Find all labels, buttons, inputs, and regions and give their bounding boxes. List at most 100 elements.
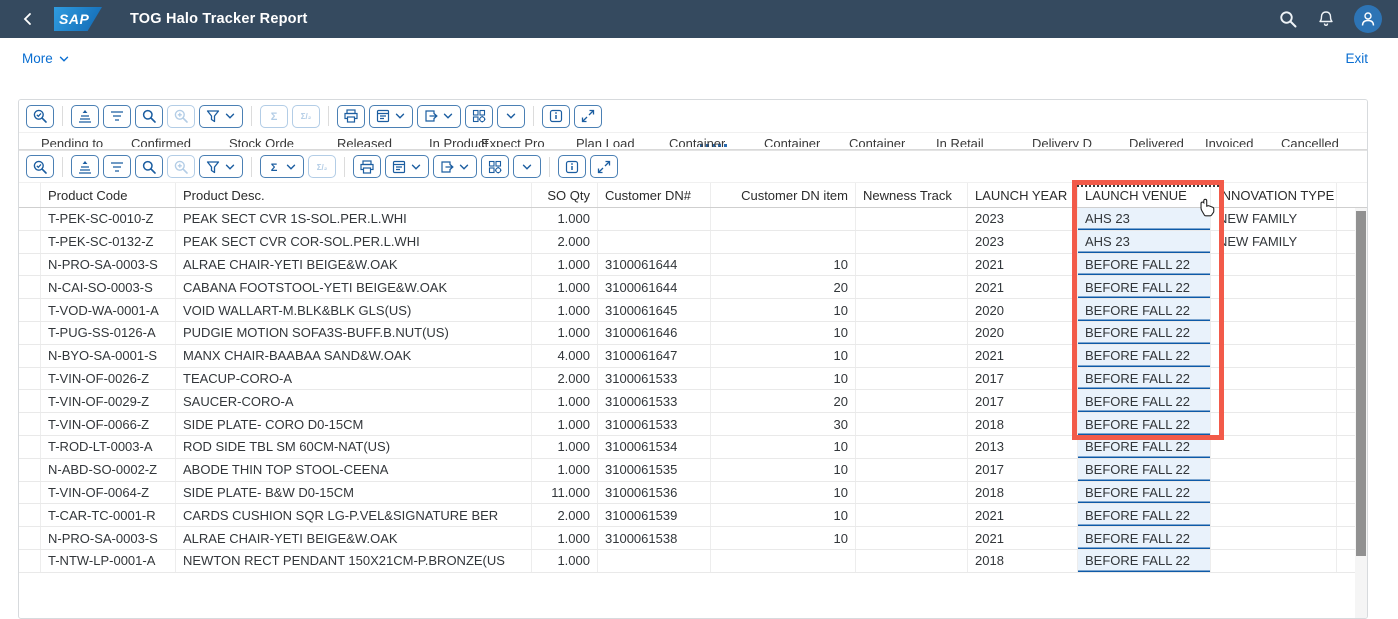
cell-launch-venue[interactable]: AHS 23 (1078, 231, 1211, 253)
sort-ascending-button[interactable] (71, 155, 99, 178)
cell-product-code[interactable]: N-ABD-SO-0002-Z (41, 459, 176, 481)
cell-customer-dn-item[interactable]: 10 (711, 527, 856, 549)
cell-newness-track[interactable] (856, 322, 968, 344)
cell-newness-track[interactable] (856, 413, 968, 435)
cell-product-code[interactable]: T-VIN-OF-0026-Z (41, 368, 176, 390)
print-button[interactable] (353, 155, 381, 178)
cell-customer-dn-item[interactable]: 30 (711, 413, 856, 435)
cell-customer-dn[interactable]: 3100061533 (598, 413, 711, 435)
cell-product-desc[interactable]: CARDS CUSHION SQR LG-P.VEL&SIGNATURE BER (176, 504, 532, 526)
cell-so-qty[interactable]: 2.000 (532, 231, 598, 253)
cell-product-desc[interactable]: VOID WALLART-M.BLK&BLK GLS(US) (176, 299, 532, 321)
table-row[interactable]: N-ABD-SO-0002-Z ABODE THIN TOP STOOL-CEE… (19, 459, 1367, 482)
filter-button[interactable] (199, 105, 243, 128)
sum-button[interactable]: Σ (260, 155, 304, 178)
row-selector[interactable] (19, 482, 41, 504)
cell-newness-track[interactable] (856, 299, 968, 321)
cell-launch-year[interactable]: 2017 (968, 390, 1078, 412)
filter-button[interactable] (199, 155, 243, 178)
cell-customer-dn[interactable]: 3100061644 (598, 276, 711, 298)
cell-innovation-type[interactable] (1211, 527, 1337, 549)
cell-product-code[interactable]: T-ROD-LT-0003-A (41, 436, 176, 458)
cell-innovation-type[interactable] (1211, 276, 1337, 298)
table-personalization-menu-button[interactable] (513, 155, 541, 178)
column-header-launch-year[interactable]: LAUNCH YEAR (968, 183, 1078, 207)
cell-newness-track[interactable] (856, 368, 968, 390)
cell-customer-dn-item[interactable]: 10 (711, 459, 856, 481)
cell-product-desc[interactable]: TEACUP-CORO-A (176, 368, 532, 390)
cell-newness-track[interactable] (856, 254, 968, 276)
row-selector[interactable] (19, 208, 41, 230)
cell-customer-dn-item[interactable]: 20 (711, 276, 856, 298)
cell-newness-track[interactable] (856, 527, 968, 549)
row-selector[interactable] (19, 231, 41, 253)
zoom-check-button[interactable] (26, 105, 54, 128)
expand-button[interactable] (574, 105, 602, 128)
table-row[interactable]: T-PUG-SS-0126-A PUDGIE MOTION SOFA3S-BUF… (19, 322, 1367, 345)
zoom-check-button[interactable] (26, 155, 54, 178)
table-personalization-button[interactable] (481, 155, 509, 178)
cell-newness-track[interactable] (856, 436, 968, 458)
cell-innovation-type[interactable] (1211, 368, 1337, 390)
cell-launch-venue[interactable]: BEFORE FALL 22 (1078, 254, 1211, 276)
search-button[interactable] (135, 105, 163, 128)
cell-innovation-type[interactable] (1211, 345, 1337, 367)
export-button[interactable] (417, 105, 461, 128)
cell-innovation-type[interactable] (1211, 482, 1337, 504)
cell-product-desc[interactable]: MANX CHAIR-BAABAA SAND&W.OAK (176, 345, 532, 367)
exit-button[interactable]: Exit (1345, 51, 1368, 66)
cell-product-code[interactable]: T-CAR-TC-0001-R (41, 504, 176, 526)
cell-product-code[interactable]: T-NTW-LP-0001-A (41, 550, 176, 572)
row-selector[interactable] (19, 299, 41, 321)
cell-launch-venue[interactable]: BEFORE FALL 22 (1078, 527, 1211, 549)
cell-customer-dn[interactable]: 3100061647 (598, 345, 711, 367)
row-selector[interactable] (19, 459, 41, 481)
column-header-product-code[interactable]: Product Code (41, 183, 176, 207)
cell-product-desc[interactable]: ALRAE CHAIR-YETI BEIGE&W.OAK (176, 254, 532, 276)
cell-innovation-type[interactable] (1211, 436, 1337, 458)
export-button[interactable] (433, 155, 477, 178)
cell-so-qty[interactable]: 2.000 (532, 504, 598, 526)
row-selector[interactable] (19, 390, 41, 412)
cell-customer-dn[interactable]: 3100061533 (598, 368, 711, 390)
cell-customer-dn-item[interactable]: 20 (711, 390, 856, 412)
cell-product-desc[interactable]: ROD SIDE TBL SM 60CM-NAT(US) (176, 436, 532, 458)
cell-so-qty[interactable]: 1.000 (532, 550, 598, 572)
column-header-innovation-type[interactable]: INNOVATION TYPE (1211, 183, 1337, 207)
cell-newness-track[interactable] (856, 482, 968, 504)
row-selector[interactable] (19, 413, 41, 435)
column-header-product-desc[interactable]: Product Desc. (176, 183, 532, 207)
cell-launch-year[interactable]: 2021 (968, 254, 1078, 276)
table-personalization-menu-button[interactable] (497, 105, 525, 128)
cell-newness-track[interactable] (856, 550, 968, 572)
cell-launch-year[interactable]: 2020 (968, 299, 1078, 321)
sort-ascending-button[interactable] (71, 105, 99, 128)
back-button[interactable] (16, 7, 40, 31)
column-header-so-qty[interactable]: SO Qty (532, 183, 598, 207)
cell-launch-year[interactable]: 2018 (968, 482, 1078, 504)
cell-innovation-type[interactable]: NEW FAMILY (1211, 208, 1337, 230)
cell-product-desc[interactable]: NEWTON RECT PENDANT 150X21CM-P.BRONZE(US (176, 550, 532, 572)
cell-product-desc[interactable]: SIDE PLATE- B&W D0-15CM (176, 482, 532, 504)
column-header-customer-dn-item[interactable]: Customer DN item (711, 183, 856, 207)
cell-product-code[interactable]: N-CAI-SO-0003-S (41, 276, 176, 298)
table-row[interactable]: N-PRO-SA-0003-S ALRAE CHAIR-YETI BEIGE&W… (19, 527, 1367, 550)
info-button[interactable] (558, 155, 586, 178)
table-row[interactable]: T-PEK-SC-0010-Z PEAK SECT CVR 1S-SOL.PER… (19, 208, 1367, 231)
column-header-launch-venue[interactable]: LAUNCH VENUE (1078, 183, 1211, 207)
row-selector[interactable] (19, 322, 41, 344)
cell-innovation-type[interactable] (1211, 550, 1337, 572)
cell-customer-dn[interactable]: 3100061538 (598, 527, 711, 549)
cell-customer-dn[interactable]: 3100061536 (598, 482, 711, 504)
row-selector[interactable] (19, 254, 41, 276)
cell-product-code[interactable]: N-BYO-SA-0001-S (41, 345, 176, 367)
cell-product-code[interactable]: T-VOD-WA-0001-A (41, 299, 176, 321)
cell-customer-dn-item[interactable]: 10 (711, 322, 856, 344)
cell-so-qty[interactable]: 1.000 (532, 390, 598, 412)
cell-launch-venue[interactable]: BEFORE FALL 22 (1078, 436, 1211, 458)
cell-newness-track[interactable] (856, 459, 968, 481)
sort-descending-button[interactable] (103, 105, 131, 128)
cell-customer-dn[interactable]: 3100061646 (598, 322, 711, 344)
cell-launch-year[interactable]: 2021 (968, 345, 1078, 367)
cell-launch-venue[interactable]: BEFORE FALL 22 (1078, 299, 1211, 321)
